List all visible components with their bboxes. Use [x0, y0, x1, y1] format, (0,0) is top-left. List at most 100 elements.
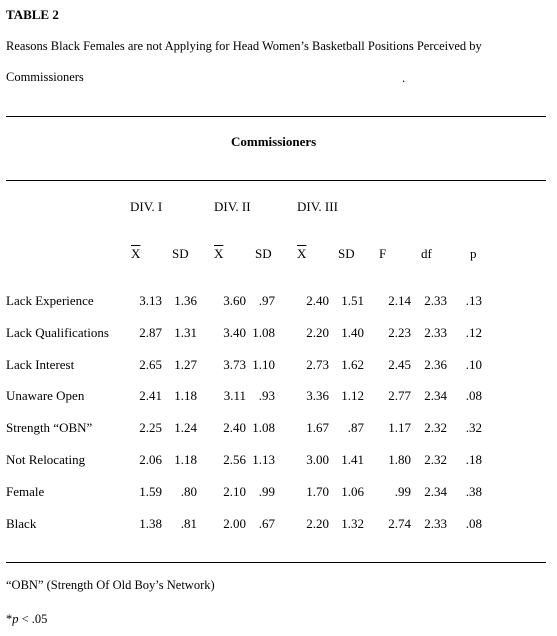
table-cell: 1.59	[139, 484, 162, 499]
caption-dot: .	[402, 70, 406, 85]
table-cell: 1.38	[139, 516, 162, 531]
table-cell: 2.40	[306, 293, 329, 308]
division-header: DIV. III	[297, 199, 338, 214]
table-label: TABLE 2	[6, 7, 59, 22]
heading-rule	[6, 180, 546, 181]
table-cell: 2.56	[223, 452, 246, 467]
row-label: Strength “OBN”	[6, 420, 93, 435]
footnote-asterisk: *	[6, 612, 13, 626]
table-cell: 1.31	[174, 325, 197, 340]
table-cell: 1.08	[252, 325, 275, 340]
table-cell: 3.36	[306, 388, 329, 403]
table-cell: .08	[465, 388, 482, 403]
footnote-p: p	[12, 612, 19, 626]
table-caption-line1: Reasons Black Females are not Applying f…	[6, 39, 482, 53]
division-header: DIV. II	[214, 199, 251, 214]
table-cell: 1.17	[388, 420, 411, 435]
table-cell: 1.18	[174, 388, 197, 403]
table-cell: 2.00	[223, 516, 246, 531]
footnote-significance: *p < .05	[6, 612, 47, 627]
table-cell: 1.80	[388, 452, 411, 467]
table-cell: 1.41	[341, 452, 364, 467]
table-cell: .81	[180, 516, 197, 531]
table-cell: 3.40	[223, 325, 246, 340]
table-cell: 2.34	[424, 388, 447, 403]
footnote-obn: “OBN” (Strength Of Old Boy’s Network)	[6, 578, 215, 592]
table-cell: .87	[347, 420, 364, 435]
table-cell: .67	[258, 516, 275, 531]
table-cell: 3.73	[223, 357, 246, 372]
table-cell: 2.77	[388, 388, 411, 403]
table-cell: 1.24	[174, 420, 197, 435]
table-cell: 2.74	[388, 516, 411, 531]
table-cell: 1.10	[252, 357, 275, 372]
table-cell: 2.87	[139, 325, 162, 340]
table-cell: 2.06	[139, 452, 162, 467]
table-cell: .10	[465, 357, 482, 372]
table-cell: 2.32	[424, 420, 447, 435]
column-header-mean: X	[131, 246, 141, 261]
group-heading: Commissioners	[231, 134, 317, 149]
table-caption-line2: Commissioners	[6, 70, 84, 84]
table-cell: 1.06	[341, 484, 364, 499]
table-cell: 2.20	[306, 325, 329, 340]
table-cell: 2.33	[424, 325, 447, 340]
column-header-df: df	[421, 246, 432, 261]
table-cell: 2.10	[223, 484, 246, 499]
table-cell: .32	[465, 420, 482, 435]
table-cell: .08	[465, 516, 482, 531]
table-cell: .38	[465, 484, 482, 499]
row-label: Female	[6, 484, 45, 499]
table-cell: 3.13	[139, 293, 162, 308]
table-cell: 1.36	[174, 293, 197, 308]
division-header: DIV. I	[130, 199, 163, 214]
table-cell: 1.08	[252, 420, 275, 435]
table-cell: 2.41	[139, 388, 162, 403]
table-cell: .99	[258, 484, 275, 499]
table-cell: 3.11	[223, 388, 246, 403]
table-cell: .93	[258, 388, 275, 403]
table-cell: 1.62	[341, 357, 364, 372]
table-cell: .80	[180, 484, 197, 499]
table-cell: 1.27	[174, 357, 197, 372]
table-cell: 1.67	[306, 420, 329, 435]
table-cell: 2.33	[424, 293, 447, 308]
table-cell: 2.40	[223, 420, 246, 435]
bottom-rule	[6, 562, 546, 563]
table-cell: 3.60	[223, 293, 246, 308]
table-cell: 2.25	[139, 420, 162, 435]
table-cell: 1.51	[341, 293, 364, 308]
table-cell: 2.14	[388, 293, 411, 308]
table-cell: 2.65	[139, 357, 162, 372]
table-cell: 1.13	[252, 452, 275, 467]
column-header-f: F	[379, 246, 387, 261]
row-label: Lack Qualifications	[6, 325, 109, 340]
table-cell: 3.00	[306, 452, 329, 467]
table-cell: 1.70	[306, 484, 329, 499]
column-header-p: p	[470, 246, 477, 261]
table-cell: .97	[258, 293, 275, 308]
table-cell: 2.23	[388, 325, 411, 340]
row-label: Unaware Open	[6, 388, 85, 403]
column-header-mean: X	[214, 246, 224, 261]
table-cell: 1.18	[174, 452, 197, 467]
table-cell: 1.32	[341, 516, 364, 531]
column-header-mean: X	[297, 246, 307, 261]
column-header-sd: SD	[172, 246, 189, 261]
row-label: Lack Experience	[6, 293, 94, 308]
table-cell: 1.12	[341, 388, 364, 403]
table-cell: 1.40	[341, 325, 364, 340]
top-rule	[6, 116, 546, 117]
table-cell: 2.20	[306, 516, 329, 531]
table-cell: .99	[394, 484, 411, 499]
column-header-sd: SD	[338, 246, 355, 261]
row-label: Not Relocating	[6, 452, 86, 467]
table-cell: 2.34	[424, 484, 447, 499]
column-header-sd: SD	[255, 246, 272, 261]
table-cell: 2.73	[306, 357, 329, 372]
table-cell: 2.45	[388, 357, 411, 372]
footnote-threshold: < .05	[18, 612, 48, 626]
row-label: Lack Interest	[6, 357, 75, 372]
table-cell: .18	[465, 452, 482, 467]
table-cell: .13	[465, 293, 482, 308]
